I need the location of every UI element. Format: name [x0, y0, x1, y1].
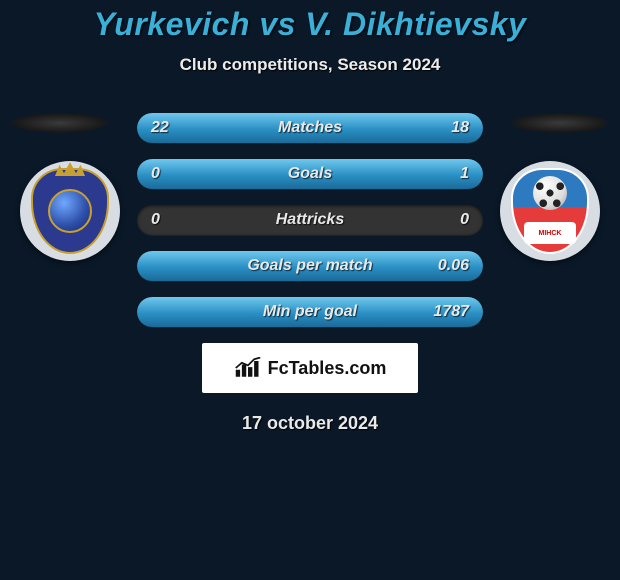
stat-value-right: 0.06	[438, 251, 469, 281]
stat-bar: 0Goals1	[137, 159, 483, 189]
comparison-content: MIHCK 22Matches180Goals10Hattricks0Goals…	[0, 113, 620, 434]
crest-shield-right: MIHCK	[511, 168, 589, 254]
brand-box: FcTables.com	[202, 343, 418, 393]
crest-shadow-right	[510, 113, 610, 133]
page-subtitle: Club competitions, Season 2024	[0, 55, 620, 75]
crest-shadow-left	[10, 113, 110, 133]
stat-bar: Min per goal1787	[137, 297, 483, 327]
stat-label: Hattricks	[137, 205, 483, 235]
crest-shield-left	[31, 168, 109, 254]
crest-core-left	[48, 189, 92, 233]
team-crest-right: MIHCK	[500, 161, 600, 261]
footer-date: 17 october 2024	[0, 413, 620, 434]
page-title: Yurkevich vs V. Dikhtievsky	[0, 6, 620, 43]
stat-bar: Goals per match0.06	[137, 251, 483, 281]
team-crest-left	[20, 161, 120, 261]
football-icon	[533, 176, 567, 210]
stat-value-right: 0	[460, 205, 469, 235]
stat-bars: 22Matches180Goals10Hattricks0Goals per m…	[137, 113, 483, 327]
header: Yurkevich vs V. Dikhtievsky Club competi…	[0, 0, 620, 75]
stat-value-right: 18	[451, 113, 469, 143]
stat-bar: 0Hattricks0	[137, 205, 483, 235]
stat-label: Goals per match	[137, 251, 483, 281]
crest-banner-right: MIHCK	[524, 222, 576, 244]
stat-label: Min per goal	[137, 297, 483, 327]
brand-text: FcTables.com	[268, 358, 387, 379]
stat-value-right: 1787	[433, 297, 469, 327]
stat-value-right: 1	[460, 159, 469, 189]
stat-bar: 22Matches18	[137, 113, 483, 143]
stat-label: Matches	[137, 113, 483, 143]
bar-chart-icon	[234, 357, 262, 379]
stat-label: Goals	[137, 159, 483, 189]
crown-icon	[55, 162, 85, 176]
